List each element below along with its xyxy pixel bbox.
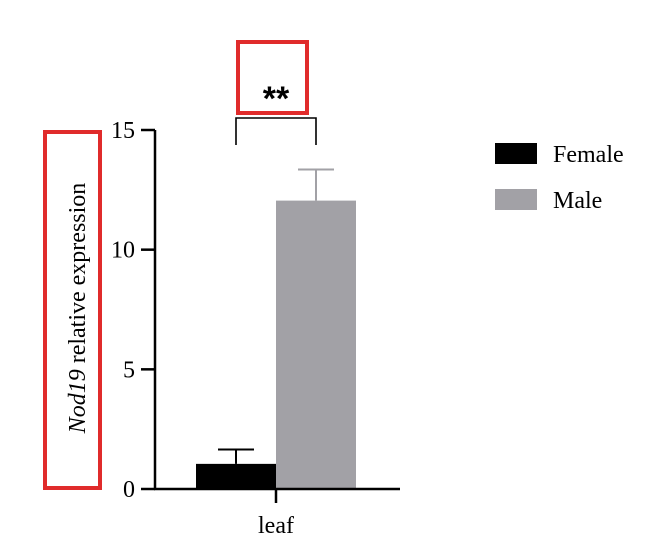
y-tick-label-10: 10 [111, 238, 135, 264]
y-axis-label-rest: relative expression [65, 183, 91, 370]
plot-area: 0 5 10 15 leaf [111, 118, 400, 539]
y-axis-label-italic: Nod19 [65, 369, 91, 434]
legend-swatch-male [495, 189, 537, 210]
significance-highlight-box [236, 40, 309, 115]
y-axis-label: Nod19 relative expression [65, 183, 91, 435]
y-tick-label-0: 0 [123, 477, 135, 503]
significance-label: ** [263, 80, 290, 118]
y-tick-label-5: 5 [123, 357, 135, 383]
ylabel-highlight-box [43, 130, 102, 490]
bar-female [196, 463, 276, 489]
x-tick-label-leaf: leaf [258, 513, 294, 539]
legend: Female Male [495, 142, 624, 214]
significance-bracket [235, 117, 317, 145]
bar-male [276, 200, 356, 489]
legend-label-female: Female [553, 142, 624, 168]
legend-label-male: Male [553, 188, 602, 214]
legend-swatch-female [495, 143, 537, 164]
y-tick-label-15: 15 [111, 118, 135, 144]
